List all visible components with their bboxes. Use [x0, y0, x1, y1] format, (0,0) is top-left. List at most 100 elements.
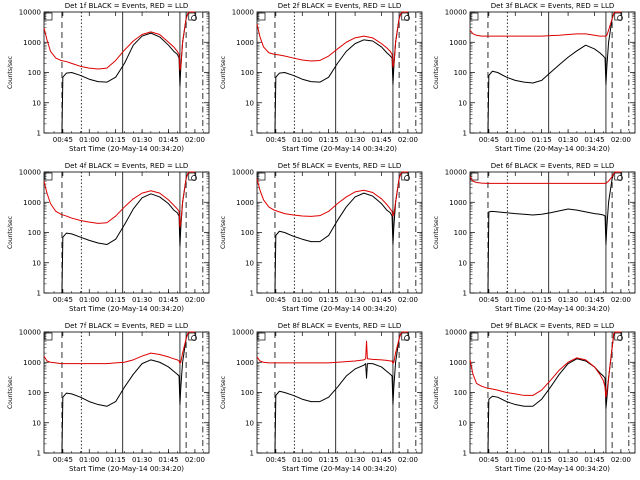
series-line-lld — [43, 331, 195, 365]
x-tick-label: 00:45 — [266, 456, 286, 464]
corner-box — [44, 332, 53, 341]
chart-title: Det 6f BLACK = Events, RED = LLD — [491, 162, 614, 170]
corner-circle — [404, 335, 410, 341]
chart-title: Det 8f BLACK = Events, RED = LLD — [278, 322, 401, 330]
x-tick-label: 01:00 — [292, 296, 312, 304]
corner-box — [470, 172, 479, 181]
y-tick-label: 1000 — [449, 199, 467, 207]
x-tick-label: 01:30 — [132, 296, 152, 304]
x-tick-label: 01:45 — [371, 296, 391, 304]
y-tick-label: 10000 — [232, 9, 254, 17]
y-tick-label: 1 — [250, 290, 254, 298]
chart-title: Det 9f BLACK = Events, RED = LLD — [491, 322, 614, 330]
x-axis-label: Start Time (20-May-14 00:34:20) — [495, 145, 610, 153]
y-tick-label: 1 — [250, 450, 254, 458]
x-tick-label: 01:45 — [371, 456, 391, 464]
x-tick-label: 01:30 — [345, 136, 365, 144]
chart-panel-det-8f: Det 8f BLACK = Events, RED = LLD 1 10 100 10… — [220, 322, 423, 473]
y-tick-label: 100 — [241, 69, 254, 77]
x-axis-label: Start Time (20-May-14 00:34:20) — [282, 305, 397, 313]
series-line-events — [61, 11, 195, 134]
x-tick-label: 02:00 — [611, 296, 631, 304]
x-axis-label: Start Time (20-May-14 00:34:20) — [69, 305, 184, 313]
chart-panel-det-2f: Det 2f BLACK = Events, RED = LLD 1 10 100 10… — [220, 2, 423, 153]
x-tick-label: 01:00 — [79, 296, 99, 304]
y-tick-label: 1 — [37, 450, 41, 458]
chart-panel-det-6f: Det 6f BLACK = Events, RED = LLD 1 10 100 10… — [433, 162, 636, 313]
x-tick-label: 01:30 — [132, 136, 152, 144]
y-tick-label: 1000 — [23, 199, 41, 207]
y-axis-label: Counts/sec — [7, 56, 14, 89]
x-tick-label: 02:00 — [185, 296, 205, 304]
x-tick-label: 01:00 — [79, 136, 99, 144]
y-tick-label: 100 — [454, 229, 467, 237]
x-axis-label: Start Time (20-May-14 00:34:20) — [69, 465, 184, 473]
x-tick-label: 01:15 — [106, 136, 126, 144]
y-axis-label: Counts/sec — [7, 216, 14, 249]
plot-frame — [469, 331, 636, 454]
x-tick-label: 01:15 — [319, 136, 339, 144]
x-axis-label: Start Time (20-May-14 00:34:20) — [282, 145, 397, 153]
corner-box — [257, 12, 266, 21]
series-line-lld — [469, 11, 621, 37]
corner-circle — [404, 175, 410, 181]
y-tick-label: 1 — [250, 130, 254, 138]
y-axis-label: Counts/sec — [433, 56, 440, 89]
y-tick-label: 100 — [28, 69, 41, 77]
series-line-lld — [43, 171, 195, 228]
y-tick-label: 10000 — [445, 329, 467, 337]
y-tick-label: 1000 — [236, 199, 254, 207]
x-tick-label: 00:45 — [479, 296, 499, 304]
y-tick-label: 1000 — [23, 359, 41, 367]
x-tick-label: 00:45 — [53, 136, 73, 144]
corner-circle — [404, 15, 410, 21]
chart-title: Det 1f BLACK = Events, RED = LLD — [65, 2, 188, 10]
y-tick-label: 1 — [463, 130, 467, 138]
x-tick-label: 00:45 — [479, 456, 499, 464]
series-line-events — [274, 171, 408, 294]
chart-panel-det-4f: Det 4f BLACK = Events, RED = LLD 1 10 100 10… — [7, 162, 210, 313]
x-axis-label: Start Time (20-May-14 00:34:20) — [495, 465, 610, 473]
y-tick-label: 10 — [32, 419, 41, 427]
y-tick-label: 10 — [245, 419, 254, 427]
x-tick-label: 01:45 — [584, 456, 604, 464]
chart-panel-det-7f: Det 7f BLACK = Events, RED = LLD 1 10 100 10… — [7, 322, 210, 473]
x-tick-label: 01:45 — [371, 136, 391, 144]
y-tick-label: 100 — [454, 69, 467, 77]
x-tick-label: 01:15 — [106, 296, 126, 304]
y-tick-label: 100 — [241, 389, 254, 397]
x-tick-label: 00:45 — [266, 136, 286, 144]
x-tick-label: 01:30 — [558, 296, 578, 304]
x-tick-label: 01:00 — [292, 456, 312, 464]
x-axis-label: Start Time (20-May-14 00:34:20) — [495, 305, 610, 313]
y-tick-label: 10 — [245, 259, 254, 267]
x-tick-label: 01:00 — [292, 136, 312, 144]
corner-box — [257, 172, 266, 181]
corner-circle — [191, 15, 197, 21]
x-tick-label: 01:30 — [345, 456, 365, 464]
x-tick-label: 02:00 — [398, 456, 418, 464]
chart-panel-det-1f: Det 1f BLACK = Events, RED = LLD 1 10 100 10… — [7, 2, 210, 153]
chart-panel-det-3f: Det 3f BLACK = Events, RED = LLD 1 10 100 10… — [433, 2, 636, 153]
y-tick-label: 10000 — [19, 9, 41, 17]
y-tick-label: 1 — [463, 450, 467, 458]
corner-circle — [617, 335, 623, 341]
series-line-events — [274, 11, 408, 134]
y-axis-label: Counts/sec — [433, 216, 440, 249]
series-line-lld — [256, 11, 408, 68]
y-tick-label: 10 — [32, 99, 41, 107]
x-tick-label: 00:45 — [266, 296, 286, 304]
x-tick-label: 01:00 — [79, 456, 99, 464]
x-tick-label: 01:15 — [319, 296, 339, 304]
series-line-events — [487, 171, 621, 294]
corner-box — [44, 12, 53, 21]
y-tick-label: 10 — [458, 419, 467, 427]
y-tick-label: 10000 — [445, 169, 467, 177]
y-tick-label: 1000 — [236, 39, 254, 47]
y-tick-label: 1000 — [236, 359, 254, 367]
chart-title: Det 2f BLACK = Events, RED = LLD — [278, 2, 401, 10]
corner-circle — [191, 335, 197, 341]
y-axis-label: Counts/sec — [220, 216, 227, 249]
x-tick-label: 01:15 — [532, 296, 552, 304]
